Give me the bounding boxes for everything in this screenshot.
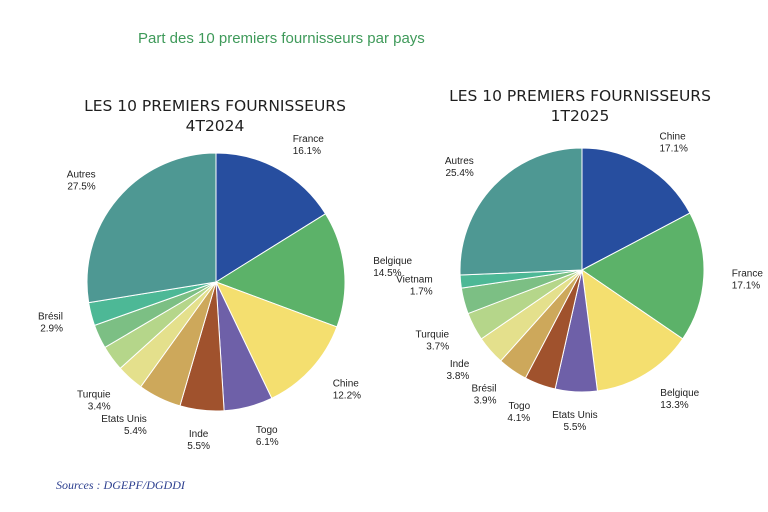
- slice-label: Belgique: [373, 256, 412, 267]
- slice-percent: 3.9%: [474, 395, 497, 406]
- slice-percent: 13.3%: [660, 400, 688, 411]
- slice-label: Turquie: [416, 330, 450, 341]
- slice-percent: 1.7%: [410, 286, 433, 297]
- pie-slice: [214, 213, 346, 328]
- slice-percent: 14.5%: [373, 268, 401, 279]
- chart-title-line2: 1T2025: [550, 107, 610, 125]
- slice-label: Autres: [67, 170, 96, 181]
- slice-percent: 17.1%: [732, 281, 760, 292]
- slice-label: Brésil: [38, 311, 63, 322]
- slice-percent: 2.9%: [40, 323, 63, 334]
- slice-label: France: [293, 134, 325, 145]
- slice-percent: 12.2%: [333, 391, 361, 402]
- slice-percent: 27.5%: [67, 182, 95, 193]
- slice-label: Turquie: [77, 390, 111, 401]
- chart-title-line1: LES 10 PREMIERS FOURNISSEURS: [84, 97, 346, 115]
- pie-slice: [215, 281, 338, 399]
- slice-percent: 3.4%: [88, 402, 111, 413]
- slice-percent: 5.4%: [124, 426, 147, 437]
- sources-note: Sources : DGEPF/DGDDI: [56, 478, 185, 492]
- slice-percent: 25.4%: [445, 168, 473, 179]
- slice-label: Togo: [256, 425, 278, 436]
- slice-label: Brésil: [471, 383, 496, 394]
- pie-chart-1: Chine17.1%France17.1%Belgique13.3%Etats …: [396, 132, 763, 433]
- slice-percent: 6.1%: [256, 437, 279, 448]
- slice-percent: 16.1%: [293, 146, 321, 157]
- slice-label: France: [732, 269, 764, 280]
- slice-percent: 3.8%: [447, 371, 470, 382]
- slice-percent: 3.7%: [426, 342, 449, 353]
- slice-label: Inde: [450, 359, 470, 370]
- page-title: Part des 10 premiers fournisseurs par pa…: [138, 30, 425, 47]
- pie-slice: [86, 152, 217, 304]
- slice-percent: 5.5%: [187, 441, 210, 452]
- pie-slice: [581, 268, 684, 392]
- chart-title-line2: 4T2024: [185, 117, 245, 135]
- slice-percent: 5.5%: [564, 422, 587, 433]
- slice-label: Togo: [509, 401, 531, 412]
- slice-label: Chine: [333, 379, 360, 390]
- slice-label: Inde: [189, 429, 209, 440]
- chart-title-1t2025: LES 10 PREMIERS FOURNISSEURS 1T2025: [440, 86, 720, 126]
- slice-label: Chine: [660, 132, 687, 143]
- slice-label: Vietnam: [396, 274, 433, 285]
- chart-title-4t2024: LES 10 PREMIERS FOURNISSEURS 4T2024: [75, 96, 355, 136]
- chart-title-line1: LES 10 PREMIERS FOURNISSEURS: [449, 87, 711, 105]
- pie-slice: [459, 147, 583, 276]
- slice-label: Etats Unis: [552, 410, 598, 421]
- slice-percent: 17.1%: [660, 144, 688, 155]
- slice-label: Autres: [445, 156, 474, 167]
- slice-label: Etats Unis: [101, 414, 147, 425]
- pie-slice: [581, 212, 705, 340]
- pie-slice: [581, 147, 691, 271]
- slice-percent: 4.1%: [507, 413, 530, 424]
- pie-slice: [215, 152, 327, 283]
- slice-label: Belgique: [660, 388, 699, 399]
